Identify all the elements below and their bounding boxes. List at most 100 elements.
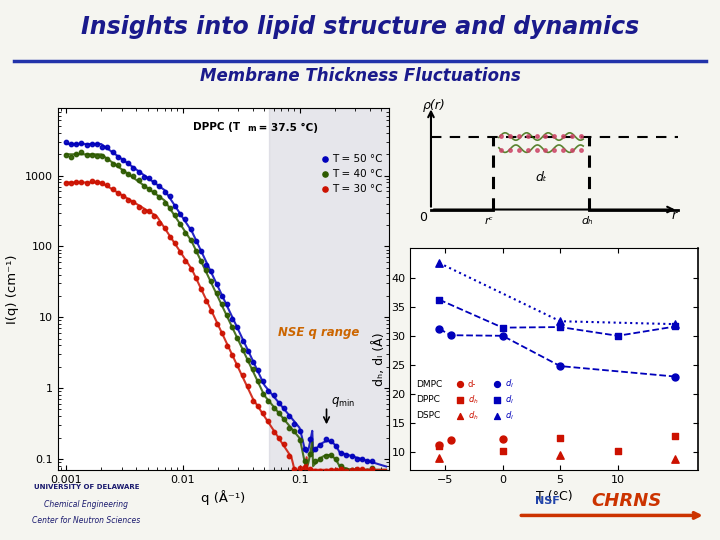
Point — [433, 259, 445, 267]
Point — [454, 411, 466, 420]
Point — [242, 356, 253, 364]
Point — [294, 435, 305, 444]
Point — [143, 184, 155, 193]
Point — [341, 467, 352, 475]
Text: rᶜ: rᶜ — [485, 215, 493, 226]
Point — [258, 389, 269, 398]
Point — [554, 451, 566, 460]
Point — [132, 167, 144, 176]
Text: DSPC: DSPC — [416, 411, 441, 420]
Point — [195, 285, 207, 293]
Point — [330, 455, 342, 463]
Point — [258, 409, 269, 417]
Point — [325, 465, 337, 474]
Point — [454, 396, 466, 404]
Text: = 37.5 °C): = 37.5 °C) — [255, 123, 318, 132]
Point — [96, 152, 108, 161]
Point — [164, 232, 176, 241]
Point — [284, 412, 295, 421]
Point — [127, 198, 139, 206]
Point — [159, 188, 171, 197]
Point — [86, 177, 98, 186]
Point — [102, 181, 113, 190]
Point — [320, 467, 331, 475]
Point — [211, 319, 222, 328]
Point — [169, 211, 181, 219]
Point — [279, 415, 290, 423]
Point — [289, 427, 300, 436]
Point — [60, 151, 71, 159]
Point — [237, 346, 248, 354]
Point — [445, 436, 456, 444]
Point — [71, 150, 82, 159]
Point — [169, 239, 181, 247]
Point — [320, 451, 331, 460]
Text: r: r — [672, 209, 677, 222]
Point — [60, 179, 71, 187]
Point — [330, 442, 342, 450]
Point — [273, 399, 284, 407]
Point — [361, 466, 373, 475]
Text: Membrane Thickness Fluctuations: Membrane Thickness Fluctuations — [199, 68, 521, 85]
Point — [670, 320, 681, 328]
Text: DMPC: DMPC — [416, 380, 442, 389]
Point — [159, 223, 171, 232]
Point — [195, 247, 207, 255]
Point — [206, 307, 217, 315]
Point — [153, 181, 165, 190]
Point — [237, 371, 248, 380]
Point — [294, 464, 305, 473]
Point — [242, 346, 253, 355]
Text: d-: d- — [468, 380, 477, 389]
Text: CHRNS: CHRNS — [591, 492, 662, 510]
Point — [148, 178, 160, 187]
Text: Center for Neutron Sciences: Center for Neutron Sciences — [32, 516, 140, 525]
Point — [247, 358, 258, 367]
Point — [252, 401, 264, 410]
Point — [132, 176, 144, 184]
Point — [91, 178, 103, 186]
Point — [190, 246, 202, 255]
Point — [356, 466, 368, 475]
Text: $d_h$: $d_h$ — [468, 409, 479, 422]
Point — [81, 178, 92, 187]
Point — [554, 362, 566, 370]
Point — [299, 456, 310, 465]
Point — [612, 447, 624, 455]
Point — [216, 328, 228, 337]
Point — [66, 179, 77, 188]
Text: $q_{\rm min}$: $q_{\rm min}$ — [330, 395, 355, 409]
Point — [96, 178, 108, 187]
Text: NSF: NSF — [535, 496, 559, 507]
Point — [117, 156, 129, 164]
Point — [174, 210, 186, 219]
Point — [190, 237, 202, 246]
Text: DPPC (T: DPPC (T — [194, 123, 240, 132]
Point — [102, 143, 113, 152]
Point — [71, 177, 82, 186]
Point — [299, 463, 310, 471]
Point — [612, 332, 624, 340]
Bar — [269, 108, 390, 470]
Point — [341, 465, 352, 474]
Point — [195, 257, 207, 266]
Point — [310, 467, 321, 475]
Point — [226, 314, 238, 323]
Point — [279, 404, 290, 413]
Point — [497, 447, 508, 455]
X-axis label: q (Å⁻¹): q (Å⁻¹) — [201, 490, 246, 505]
Text: dₕ: dₕ — [581, 215, 593, 226]
Point — [211, 280, 222, 288]
Point — [670, 455, 681, 464]
Point — [221, 311, 233, 320]
Point — [351, 455, 363, 464]
Point — [127, 172, 139, 180]
Point — [60, 138, 71, 146]
Point — [289, 464, 300, 473]
Point — [305, 435, 316, 444]
Point — [305, 449, 316, 458]
Point — [185, 225, 197, 234]
Point — [138, 181, 150, 190]
Point — [247, 396, 258, 405]
Point — [289, 420, 300, 428]
